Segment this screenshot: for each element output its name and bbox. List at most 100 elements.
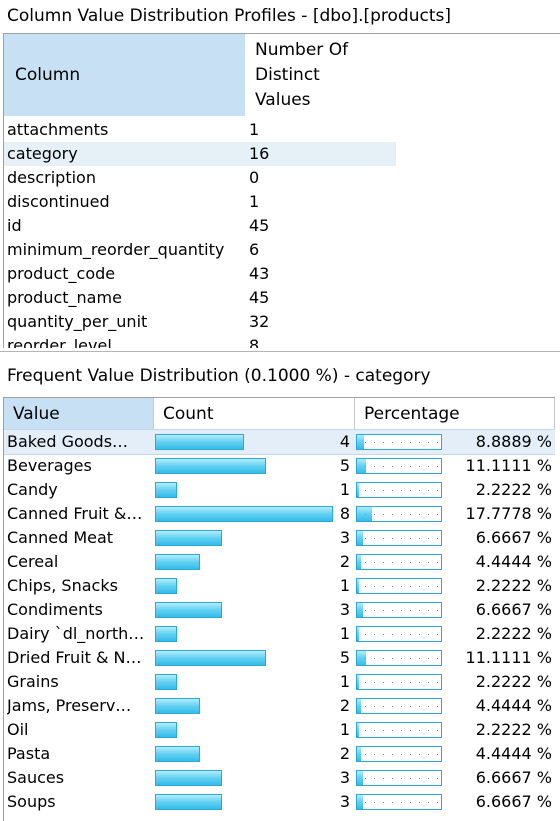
column-name: category <box>7 144 78 163</box>
value-cell: Pasta <box>7 744 51 763</box>
value-row[interactable]: Jams, Preserv… 2 4.4444 % <box>4 694 555 718</box>
value-row[interactable]: Cereal 2 4.4444 % <box>4 550 555 574</box>
count-cell: 5 <box>339 456 350 475</box>
percentage-bar-ticks <box>357 514 441 515</box>
count-cell: 5 <box>339 648 350 667</box>
percentage-bar <box>356 674 442 690</box>
percentage-cell: 6.6667 % <box>475 528 552 547</box>
value-row[interactable]: Candy 1 2.2222 % <box>4 478 555 502</box>
count-bar <box>155 482 177 498</box>
column-row[interactable]: minimum_reorder_quantity 6 <box>4 238 396 262</box>
value-row[interactable]: Soups 3 6.6667 % <box>4 790 555 814</box>
count-cell: 1 <box>339 480 350 499</box>
percentage-header[interactable]: Percentage <box>355 398 555 430</box>
column-row[interactable]: quantity_per_unit 32 <box>4 310 396 334</box>
column-row[interactable]: reorder_level 8 <box>4 334 396 348</box>
column-name: discontinued <box>7 192 110 211</box>
value-cell: Canned Meat <box>7 528 114 547</box>
value-row[interactable]: Sauces 3 6.6667 % <box>4 766 555 790</box>
value-row[interactable]: Condiments 3 6.6667 % <box>4 598 555 622</box>
column-row[interactable]: description 0 <box>4 166 396 190</box>
column-name: description <box>7 168 96 187</box>
count-cell: 2 <box>339 744 350 763</box>
value-row[interactable]: Oil 1 2.2222 % <box>4 718 555 742</box>
column-profile-header: Column Number Of Distinct Values <box>4 34 396 116</box>
percentage-bar <box>356 722 442 738</box>
count-cell: 8 <box>339 504 350 523</box>
count-cell: 1 <box>339 720 350 739</box>
column-name: product_name <box>7 288 122 307</box>
percentage-bar-ticks <box>357 562 441 563</box>
percentage-bar <box>356 578 442 594</box>
value-row[interactable]: Dairy `dl_north… 1 2.2222 % <box>4 622 555 646</box>
count-cell: 3 <box>339 768 350 787</box>
percentage-bar <box>356 770 442 786</box>
value-header[interactable]: Value <box>4 398 154 430</box>
column-header[interactable]: Column <box>4 34 245 116</box>
count-bar <box>155 554 200 570</box>
value-cell: Soups <box>7 792 56 811</box>
value-distribution-grid[interactable]: Value Count Percentage Baked Goods… 4 8.88… <box>3 397 555 821</box>
distinct-count: 8 <box>249 336 260 348</box>
count-bar <box>155 578 177 594</box>
percentage-cell: 2.2222 % <box>475 480 552 499</box>
count-cell: 2 <box>339 552 350 571</box>
percentage-cell: 2.2222 % <box>475 720 552 739</box>
value-row[interactable]: Canned Meat 3 6.6667 % <box>4 526 555 550</box>
percentage-bar-ticks <box>357 490 441 491</box>
percentage-bar <box>356 506 442 522</box>
column-row[interactable]: id 45 <box>4 214 396 238</box>
value-row[interactable]: Dried Fruit & N… 5 11.1111 % <box>4 646 555 670</box>
count-cell: 1 <box>339 624 350 643</box>
value-distribution-rows: Baked Goods… 4 8.8889 % Beverages 5 11.1111 %… <box>4 429 555 814</box>
value-cell: Jams, Preserv… <box>7 696 132 715</box>
percentage-bar-ticks <box>357 610 441 611</box>
count-cell: 1 <box>339 672 350 691</box>
value-cell: Candy <box>7 480 58 499</box>
column-profile-grid[interactable]: Column Number Of Distinct Values attachm… <box>3 33 560 348</box>
value-row[interactable]: Chips, Snacks 1 2.2222 % <box>4 574 555 598</box>
value-distribution-header: Value Count Percentage <box>4 398 555 430</box>
value-row[interactable]: Beverages 5 11.1111 % <box>4 454 555 478</box>
value-row[interactable]: Pasta 2 4.4444 % <box>4 742 555 766</box>
percentage-cell: 17.7778 % <box>465 504 552 523</box>
column-row[interactable]: category 16 <box>4 142 396 166</box>
pane-splitter[interactable] <box>0 351 560 352</box>
count-header[interactable]: Count <box>154 398 355 430</box>
percentage-bar <box>356 434 442 450</box>
value-row[interactable]: Canned Fruit &… 8 17.7778 % <box>4 502 555 526</box>
value-cell: Oil <box>7 720 29 739</box>
column-row[interactable]: product_name 45 <box>4 286 396 310</box>
percentage-bar-ticks <box>357 466 441 467</box>
value-row[interactable]: Grains 1 2.2222 % <box>4 670 555 694</box>
percentage-cell: 6.6667 % <box>475 768 552 787</box>
profile-title: Column Value Distribution Profiles - [db… <box>7 6 451 26</box>
percentage-cell: 4.4444 % <box>475 744 552 763</box>
percentage-bar <box>356 602 442 618</box>
distinct-count: 43 <box>249 264 270 283</box>
column-row[interactable]: discontinued 1 <box>4 190 396 214</box>
count-cell: 2 <box>339 696 350 715</box>
distinct-count: 45 <box>249 216 270 235</box>
distinct-count: 0 <box>249 168 260 187</box>
distinct-values-header[interactable]: Number Of Distinct Values <box>245 34 396 116</box>
value-cell: Sauces <box>7 768 65 787</box>
count-bar <box>155 698 200 714</box>
count-cell: 4 <box>339 432 350 451</box>
percentage-cell: 2.2222 % <box>475 672 552 691</box>
percentage-cell: 11.1111 % <box>465 456 552 475</box>
distinct-count: 1 <box>249 192 260 211</box>
column-name: attachments <box>7 120 109 139</box>
percentage-bar <box>356 554 442 570</box>
percentage-cell: 4.4444 % <box>475 552 552 571</box>
percentage-cell: 8.8889 % <box>475 432 552 451</box>
percentage-bar-ticks <box>357 442 441 443</box>
count-bar <box>155 746 200 762</box>
column-row[interactable]: product_code 43 <box>4 262 396 286</box>
percentage-bar <box>356 698 442 714</box>
column-name: reorder_level <box>7 336 112 348</box>
percentage-bar <box>356 482 442 498</box>
value-row[interactable]: Baked Goods… 4 8.8889 % <box>4 429 555 455</box>
value-cell: Dried Fruit & N… <box>7 648 142 667</box>
column-row[interactable]: attachments 1 <box>4 118 396 142</box>
